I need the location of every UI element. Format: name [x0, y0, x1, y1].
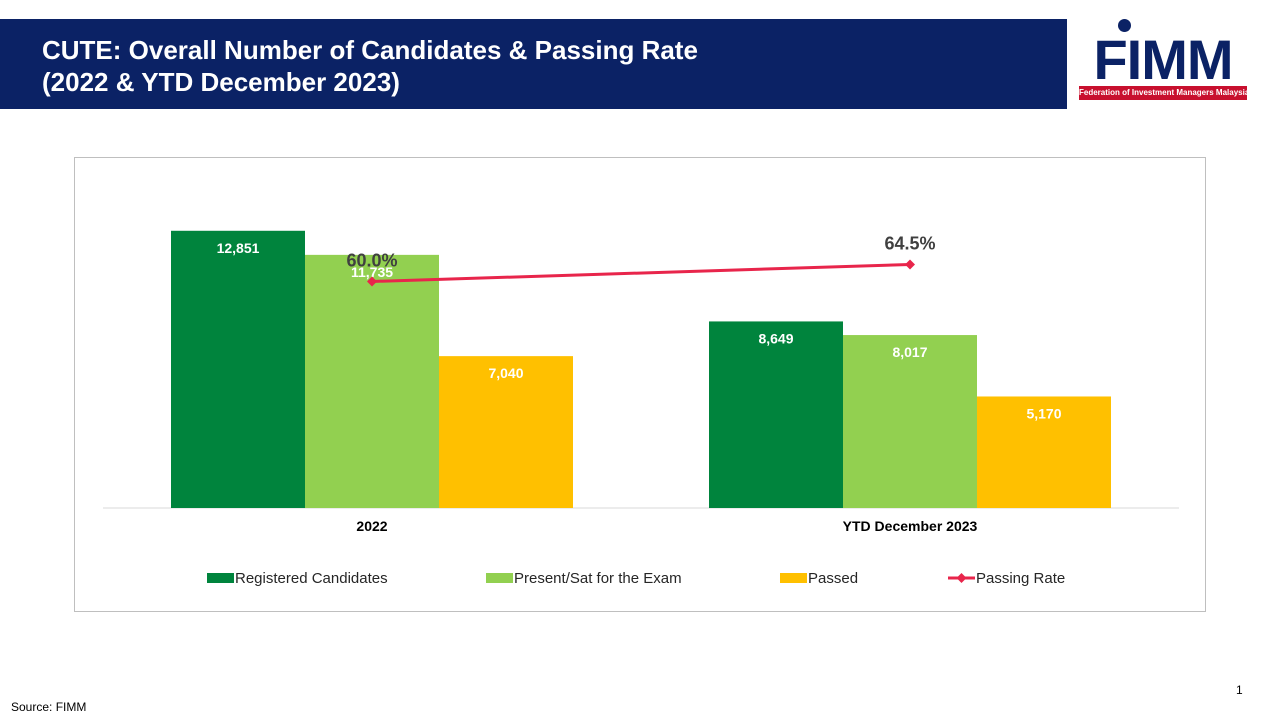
legend-label: Registered Candidates — [235, 570, 388, 587]
bar-data-label: 8,017 — [892, 344, 927, 360]
bar-data-label: 11,735 — [351, 264, 393, 280]
legend-swatch — [780, 573, 807, 583]
legend-marker — [956, 573, 967, 583]
line-point — [367, 276, 377, 287]
legend-label: Present/Sat for the Exam — [514, 570, 682, 587]
source-note: Source: FIMM — [11, 700, 87, 714]
bar — [843, 335, 977, 508]
legend-label: Passing Rate — [976, 570, 1065, 587]
page-number: 1 — [1236, 683, 1243, 697]
combo-chart: 12,851 11,735 7,040 2022 8,649 8,017 5,170 YTD … — [103, 230, 1179, 587]
x-tick-label: YTD December 2023 — [843, 518, 978, 534]
passing-rate-line — [371, 263, 911, 283]
bar-data-label: 7,040 — [488, 365, 523, 381]
fimm-logo: FIMM Federation of Investment Managers M… — [1076, 16, 1250, 104]
bar — [439, 356, 573, 508]
logo-wordmark: FIMM — [1093, 28, 1233, 91]
bar-data-label: 8,649 — [758, 330, 793, 346]
bar — [305, 254, 439, 508]
page-title-line-1: CUTE: Overall Number of Candidates & Pas… — [42, 35, 698, 65]
legend-swatch — [486, 573, 513, 583]
line-data-label: 64.5% — [884, 234, 935, 254]
bar-data-label: 12,851 — [217, 240, 260, 256]
bar — [977, 396, 1111, 508]
bar — [709, 321, 843, 508]
legend-swatch — [207, 573, 234, 583]
bar — [171, 230, 305, 508]
logo-dot — [1118, 19, 1131, 32]
chart-container: 12,851 11,735 7,040 2022 8,649 8,017 5,170 YTD … — [74, 157, 1206, 612]
logo-tagline: Federation of Investment Managers Malays… — [1079, 86, 1247, 100]
legend-label: Passed — [808, 570, 858, 587]
bar-data-label: 5,170 — [1026, 405, 1061, 421]
x-tick-label: 2022 — [356, 518, 387, 534]
page-title-line-2: (2022 & YTD December 2023) — [42, 67, 400, 97]
line-data-label: 60.0% — [346, 251, 397, 271]
title-bar: CUTE: Overall Number of Candidates & Pas… — [0, 19, 1067, 109]
line-point — [905, 259, 915, 270]
